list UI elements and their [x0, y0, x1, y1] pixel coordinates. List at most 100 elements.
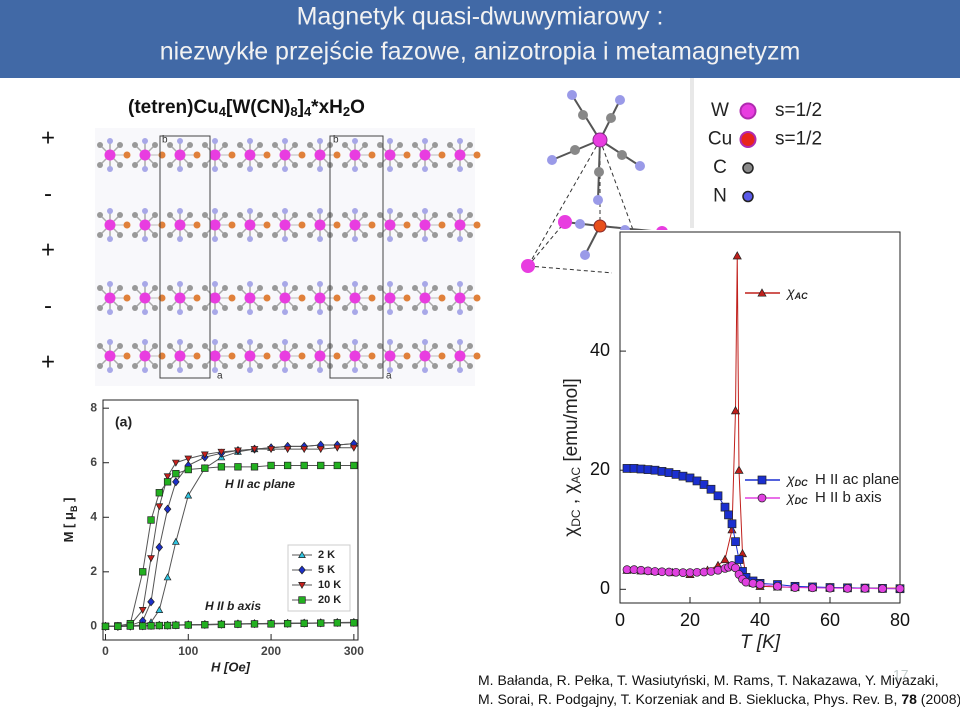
- atom: [142, 208, 148, 214]
- legend-marker: [298, 550, 306, 558]
- data-point: [234, 620, 242, 628]
- data-point: [283, 461, 292, 470]
- atom: [473, 151, 481, 159]
- atom: [212, 208, 218, 214]
- data-point: [727, 525, 737, 534]
- atom-swatch: [739, 102, 757, 120]
- atom: [342, 162, 348, 168]
- atom: [257, 343, 263, 349]
- atom: [333, 352, 341, 360]
- atom: [447, 212, 453, 218]
- layer-sign: +: [41, 236, 55, 263]
- legend-label: 2 K: [318, 549, 335, 561]
- atom: [298, 221, 306, 229]
- atom-swatch: [742, 190, 754, 203]
- atom: [152, 305, 158, 311]
- atom: [422, 367, 428, 373]
- x-tick-label: 60: [820, 610, 840, 630]
- atom: [317, 367, 323, 373]
- atom: [279, 219, 291, 231]
- atom: [132, 285, 138, 291]
- atom: [298, 352, 306, 360]
- atom: [377, 285, 383, 291]
- atom: [228, 352, 236, 360]
- atom: [244, 149, 256, 161]
- atom: [104, 219, 116, 231]
- atom: [237, 142, 243, 148]
- atom: [279, 350, 291, 362]
- data-point: [171, 537, 180, 545]
- atom: [177, 309, 183, 315]
- data-point: [139, 622, 147, 630]
- atom: [167, 343, 173, 349]
- atom: [247, 339, 253, 345]
- atom: [342, 285, 348, 291]
- legend-label: 10 K: [318, 579, 341, 591]
- data-point: [699, 480, 709, 489]
- atom: [167, 142, 173, 148]
- atom: [387, 208, 393, 214]
- atom: [457, 281, 463, 287]
- atom: [222, 305, 228, 311]
- data-point: [860, 584, 870, 593]
- atom: [187, 142, 193, 148]
- atom: [107, 208, 113, 214]
- data-point: [250, 620, 259, 628]
- atom: [397, 162, 403, 168]
- text-part: [W(CN): [226, 97, 290, 118]
- atom: [422, 339, 428, 345]
- atom: [368, 151, 376, 159]
- data-point: [300, 446, 309, 454]
- atom: [362, 162, 368, 168]
- data-point: [163, 573, 172, 581]
- atom: [142, 367, 148, 373]
- atom: [202, 285, 208, 291]
- atom: [117, 285, 123, 291]
- legend-marker: [757, 493, 767, 503]
- text-part: *xH: [311, 97, 343, 118]
- data-point: [727, 519, 737, 529]
- atom: [412, 363, 418, 369]
- data-point: [878, 584, 887, 594]
- atom: [397, 363, 403, 369]
- data-point: [350, 461, 358, 470]
- y-axis-label: M [ μB ]: [61, 498, 79, 543]
- y-tick-label: 8: [90, 400, 97, 414]
- atom: [222, 232, 228, 238]
- y-tick-label: 2: [90, 564, 97, 578]
- atom-swatch: [739, 131, 757, 148]
- legend-marker: [757, 288, 767, 297]
- atom: [132, 212, 138, 218]
- atom: [368, 294, 376, 302]
- atom: [212, 166, 218, 172]
- legend-label: χDC: [785, 471, 808, 489]
- atom: [432, 305, 438, 311]
- atom: [237, 305, 243, 311]
- atom: [473, 294, 481, 302]
- atom: [107, 367, 113, 373]
- crystal-axis-label: a: [217, 371, 223, 382]
- atom: [298, 151, 306, 159]
- atom: [438, 294, 446, 302]
- atom: [362, 305, 368, 311]
- crystal-axis-label: a: [386, 371, 392, 382]
- data-point: [333, 444, 342, 452]
- y-tick-label: 0: [600, 578, 610, 598]
- data-point: [201, 621, 209, 629]
- data-point: [172, 621, 180, 629]
- atom: [193, 221, 201, 229]
- atom: [292, 212, 298, 218]
- text-part: ]: [61, 498, 76, 506]
- atom: [132, 363, 138, 369]
- atom: [202, 305, 208, 311]
- atom: [187, 285, 193, 291]
- atom: [167, 212, 173, 218]
- legend-marker: [298, 565, 306, 575]
- legend-label: χAC: [785, 284, 808, 302]
- atom: [422, 309, 428, 315]
- atom: [174, 350, 186, 362]
- atom: [412, 232, 418, 238]
- atom: [342, 232, 348, 238]
- atom: [247, 208, 253, 214]
- atom: [202, 343, 208, 349]
